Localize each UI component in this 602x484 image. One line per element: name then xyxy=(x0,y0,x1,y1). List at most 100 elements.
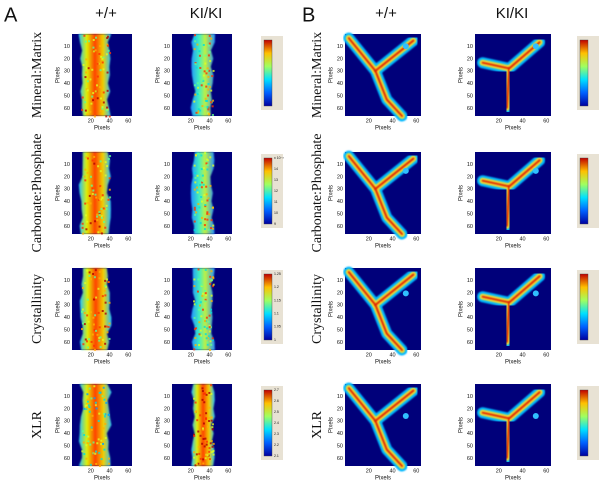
y-tick-label: 60 xyxy=(467,106,473,112)
y-tick-label: 60 xyxy=(337,106,343,112)
pixel xyxy=(201,105,204,108)
colorbar xyxy=(263,157,273,225)
pixel xyxy=(88,410,91,413)
pixel xyxy=(207,335,210,338)
pixel xyxy=(92,298,95,301)
pixel xyxy=(83,407,86,410)
pixel xyxy=(81,96,84,99)
pixel xyxy=(94,193,97,196)
heatmap xyxy=(72,268,132,351)
pixel xyxy=(212,164,215,167)
pixel xyxy=(208,326,211,329)
pixel xyxy=(212,206,215,209)
pixel xyxy=(99,69,102,72)
pixel xyxy=(98,412,101,415)
pixel xyxy=(193,100,196,103)
y-tick-label: 40 xyxy=(164,199,170,205)
pixel xyxy=(102,327,105,330)
heatmap xyxy=(172,34,232,116)
pixel xyxy=(210,227,213,230)
x-axis-label: Pixels xyxy=(375,126,391,132)
pixel xyxy=(199,434,202,437)
pixel xyxy=(208,420,211,423)
colorbar xyxy=(263,273,273,341)
pixel xyxy=(206,69,209,72)
pixel xyxy=(102,68,105,71)
x-tick-label: 20 xyxy=(188,352,194,358)
pixel xyxy=(212,442,215,445)
pixel xyxy=(104,294,107,297)
pixel xyxy=(193,434,196,437)
pixel xyxy=(96,219,99,222)
pixel xyxy=(104,284,107,287)
pixel xyxy=(100,86,103,89)
panel-label: A xyxy=(4,4,18,26)
y-axis-label: Pixels xyxy=(329,185,335,201)
y-tick-label: 10 xyxy=(64,394,70,400)
x-tick-label: 20 xyxy=(88,236,94,242)
pixel xyxy=(91,187,94,190)
y-tick-label: 20 xyxy=(467,174,473,180)
tissue-branch xyxy=(505,185,511,227)
pixel xyxy=(193,188,196,191)
pixel xyxy=(100,186,103,189)
pixel xyxy=(93,329,96,332)
pixel xyxy=(81,226,84,229)
pixel xyxy=(209,60,212,63)
pixel xyxy=(86,403,89,406)
pixel xyxy=(95,450,98,453)
row-label: Carbonate:Phosphate xyxy=(310,134,325,253)
pixel xyxy=(90,340,93,343)
x-tick-label: 40 xyxy=(519,236,525,242)
pixel xyxy=(91,159,94,162)
pixel xyxy=(83,453,86,456)
pixel xyxy=(89,311,92,314)
y-tick-label: 20 xyxy=(467,406,473,412)
pixel xyxy=(91,333,94,336)
x-tick-label: 20 xyxy=(88,468,94,474)
y-tick-label: 50 xyxy=(164,94,170,100)
pixel xyxy=(107,157,110,160)
pixel xyxy=(205,185,208,188)
pixel xyxy=(193,164,196,167)
pixel xyxy=(95,329,98,332)
heatmap xyxy=(475,268,551,350)
y-tick-label: 10 xyxy=(467,162,473,168)
pixel xyxy=(108,413,111,416)
pixel xyxy=(82,441,85,444)
pixel xyxy=(207,75,210,78)
pixel xyxy=(86,269,89,272)
pixel xyxy=(97,311,100,314)
y-tick-label: 30 xyxy=(64,69,70,75)
pixel xyxy=(104,325,107,328)
x-tick-label: 20 xyxy=(496,352,502,358)
colorbar-label: x 10⁻³ xyxy=(274,156,284,160)
pixel xyxy=(195,453,198,456)
y-tick-label: 50 xyxy=(64,328,70,334)
x-tick-label: 40 xyxy=(106,468,112,474)
y-axis-label: Pixels xyxy=(156,67,162,83)
pixel xyxy=(194,93,197,96)
pixel xyxy=(106,106,109,109)
row-label: XLR xyxy=(310,410,325,439)
pixel xyxy=(193,48,196,51)
y-tick-label: 50 xyxy=(337,328,343,334)
y-tick-label: 30 xyxy=(337,419,343,425)
pixel xyxy=(193,397,196,400)
pixel xyxy=(102,101,105,104)
pixel xyxy=(204,205,207,208)
pixel xyxy=(201,442,204,445)
x-axis-label: Pixels xyxy=(505,126,521,132)
pixel xyxy=(208,113,211,116)
colorbar-label: 9 xyxy=(274,222,276,226)
pixel xyxy=(198,54,201,57)
pixel xyxy=(207,54,210,57)
pixel xyxy=(206,67,209,70)
pixel xyxy=(98,326,101,329)
pixel xyxy=(199,222,202,225)
pixel xyxy=(107,457,110,460)
pixel xyxy=(100,443,103,446)
pixel xyxy=(204,54,207,57)
pixel xyxy=(195,302,198,305)
pixel xyxy=(81,450,84,453)
